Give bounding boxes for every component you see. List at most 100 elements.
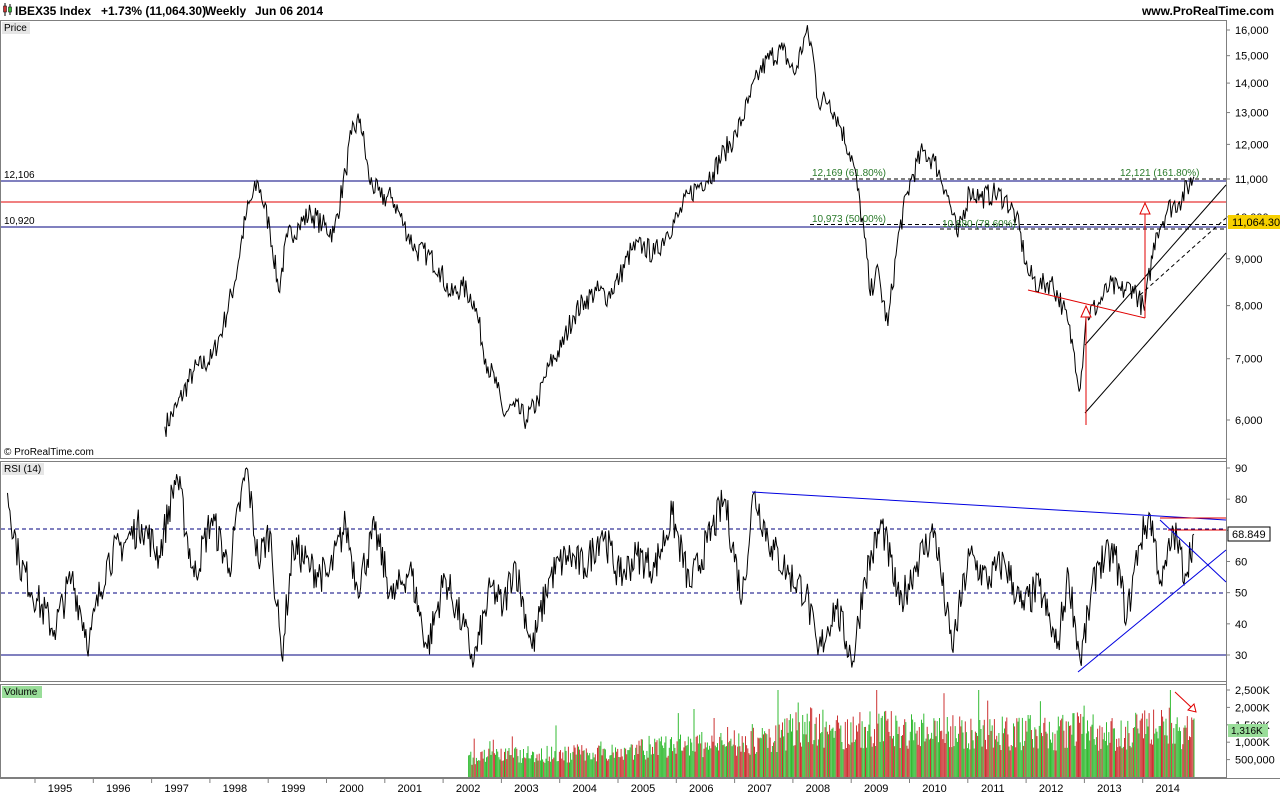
volume-bar [852,716,854,777]
volume-bar [1039,701,1041,777]
volume-bar [1174,743,1176,777]
volume-down-arrow-line [1174,691,1193,709]
volume-bar [1109,742,1111,777]
volume-bar [1155,728,1157,777]
volume-bar [1035,729,1037,777]
volume-bar [697,743,699,777]
volume-bar [728,742,730,777]
red-target-arrow-2 [1139,201,1151,215]
volume-bar [534,762,536,777]
volume-bar [627,750,629,777]
volume-bar [940,731,942,777]
volume-bar [635,747,637,777]
volume-bar [625,748,627,777]
volume-bar [740,751,742,777]
volume-bar [473,738,475,777]
volume-bar [682,750,684,777]
volume-bar [881,715,883,777]
volume-bar [653,753,655,777]
volume-bar [706,742,708,777]
volume-bar [965,732,967,777]
volume-bar [650,754,652,777]
volume-bar [662,745,664,777]
volume-bar [1088,731,1090,777]
volume-bar [748,753,750,777]
volume-bar [541,748,542,777]
price-panel[interactable] [0,20,1227,459]
volume-bar [615,747,616,777]
volume-bar [958,733,959,777]
volume-bar [1056,730,1058,777]
rsi-series-line [7,467,1195,668]
volume-bar [733,730,735,777]
volume-bar [956,741,958,777]
site-link[interactable]: www.ProRealTime.com [1141,4,1274,18]
x-tick-label: 2012 [1039,783,1063,795]
volume-bar [955,738,957,777]
volume-bar [1104,740,1106,777]
volume-bar [906,745,908,777]
volume-bar [832,727,834,777]
volume-bar [1025,720,1027,777]
volume-bar [891,738,893,777]
rsi-axis: 30405060708090 [1226,463,1247,662]
volume-bar [878,713,880,777]
volume-bar [631,744,633,777]
volume-bar [918,727,920,777]
price-tick-label: 16,000 [1235,25,1269,37]
volume-bar [1135,712,1137,777]
x-tick-label: 1998 [223,783,247,795]
volume-bar [1085,733,1087,777]
volume-bar [640,739,642,777]
volume-bar [564,746,566,777]
volume-bar [681,750,683,777]
volume-bar [1037,748,1039,777]
volume-bar [884,711,885,777]
volume-bar [934,720,936,777]
volume-bar [638,740,640,777]
volume-bar [764,731,766,777]
volume-bar [976,732,977,777]
volume-bar [771,746,773,777]
volume-bar [515,747,517,777]
volume-bar [911,714,912,777]
volume-bar [866,747,868,777]
volume-bar [563,760,565,777]
volume-bar [491,751,493,777]
volume-bar [1178,727,1180,777]
volume-bar [815,717,817,777]
volume-bar [1127,720,1129,777]
volume-bar [1098,750,1100,777]
volume-bar [643,750,644,777]
volume-bar [749,754,751,777]
price-axis: 6,0007,0008,0009,00010,00011,00012,00013… [1226,25,1269,427]
volume-bar [683,747,685,777]
volume-bar [1156,731,1158,777]
volume-bar [1131,742,1133,777]
volume-bar [664,742,666,777]
volume-bar [480,752,482,777]
ref-label-10920: 10,920 [4,216,35,227]
volume-tick-label: 2,500K [1235,685,1271,697]
volume-bar [574,747,576,777]
volume-bar [840,725,842,777]
volume-bar [1147,726,1149,777]
price-tick-label: 14,000 [1235,78,1269,90]
volume-bar [629,747,631,777]
volume-bar [1146,718,1148,777]
volume-bar [804,721,806,777]
candlestick-icon [3,3,12,16]
volume-bar [623,747,625,777]
volume-bar [754,746,755,777]
volume-bar [888,731,890,777]
volume-bar [844,721,846,777]
rsi-label-box [2,463,44,475]
volume-bar [986,749,988,777]
volume-bar [1101,727,1103,777]
volume-bar [1149,743,1151,777]
volume-bar [657,755,659,777]
volume-bar [737,746,739,777]
volume-bar [823,747,825,777]
volume-bar [835,720,837,777]
